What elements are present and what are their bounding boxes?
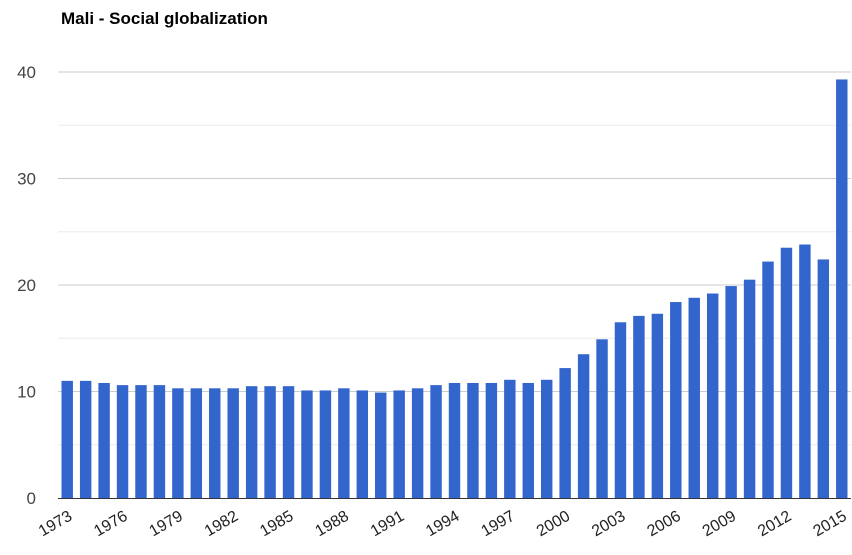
bar: [688, 297, 700, 498]
bar: [375, 392, 387, 498]
bar: [430, 385, 442, 498]
x-tick-label: 1985: [257, 508, 296, 541]
x-tick-label: 2009: [700, 508, 739, 541]
y-tick-label: 20: [17, 276, 36, 295]
bar: [319, 390, 332, 498]
x-tick-label: 2003: [589, 508, 628, 541]
x-tick-label: 2006: [644, 508, 683, 541]
x-tick-label: 1991: [368, 508, 407, 541]
bar: [522, 382, 534, 498]
bar: [670, 302, 682, 498]
y-tick-label: 40: [17, 63, 36, 82]
y-tick-label: 0: [27, 489, 36, 508]
bar: [356, 390, 369, 498]
bar: [338, 388, 350, 498]
bar: [467, 382, 479, 498]
chart-title: Mali - Social globalization: [61, 9, 268, 28]
bar: [799, 244, 811, 498]
x-axis-ticks: 1973 1976 1979 1982 1985 1988 1991 1994 1997 2000…: [36, 508, 850, 541]
bar: [780, 247, 793, 498]
bar: [227, 388, 239, 498]
bar: [411, 388, 424, 498]
bar: [559, 368, 571, 498]
bar: [245, 386, 258, 498]
bar: [448, 382, 461, 498]
bar: [264, 386, 276, 498]
bar: [485, 382, 498, 498]
y-tick-label: 10: [17, 383, 36, 402]
bar: [540, 379, 553, 498]
x-tick-label: 1982: [202, 508, 241, 541]
x-tick-label: 2015: [810, 508, 849, 541]
x-tick-label: 1973: [36, 508, 75, 541]
bar: [836, 79, 848, 498]
bar: [282, 386, 295, 498]
bar: [301, 390, 313, 498]
bar: [817, 259, 830, 498]
bar: [706, 293, 719, 498]
bar: [577, 354, 590, 498]
x-tick-label: 1976: [91, 508, 130, 541]
bar: [596, 339, 608, 498]
bar: [614, 322, 627, 498]
bar: [725, 286, 737, 498]
bar: [79, 380, 92, 498]
bar: [153, 385, 166, 498]
bars: [61, 79, 848, 498]
bar: [135, 385, 147, 498]
bar: [209, 388, 221, 498]
bar: [762, 261, 774, 498]
bar: [393, 390, 405, 498]
x-tick-label: 2000: [534, 508, 573, 541]
bar: [98, 382, 110, 498]
x-tick-label: 1988: [313, 508, 352, 541]
bar: [633, 315, 645, 498]
bar: [743, 279, 756, 498]
y-tick-label: 30: [17, 170, 36, 189]
x-tick-label: 2012: [755, 508, 794, 541]
x-tick-label: 1979: [147, 508, 186, 541]
bar: [651, 313, 664, 498]
x-tick-label: 1994: [423, 508, 462, 541]
y-axis-ticks: 0 10 20 30 40: [17, 63, 36, 508]
bar: [190, 388, 203, 498]
bar: [61, 380, 73, 498]
bar: [172, 388, 184, 498]
bar: [504, 379, 516, 498]
x-tick-label: 1997: [479, 508, 518, 541]
bar: [116, 385, 129, 498]
